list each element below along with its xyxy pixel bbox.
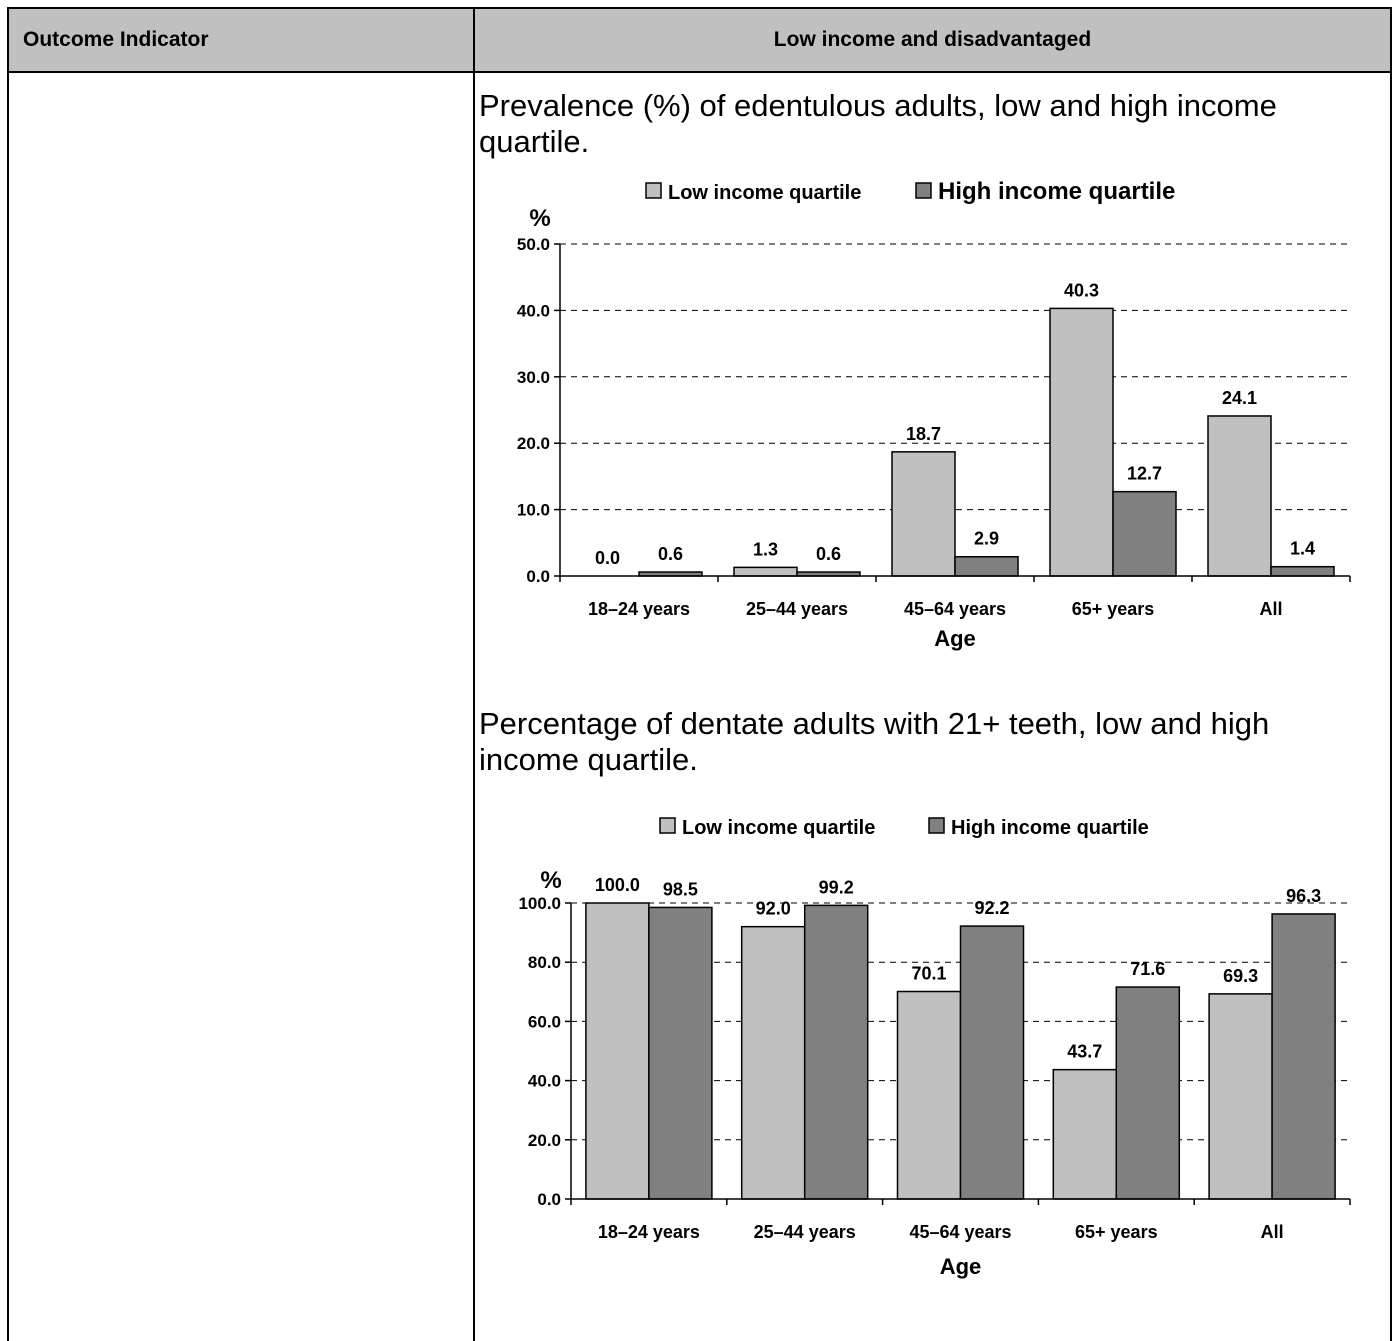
header-outcome-indicator: Outcome Indicator (23, 28, 209, 51)
bar-value-label: 24.1 (1222, 388, 1257, 408)
bar-low-income (733, 566, 798, 577)
legend-swatch-high-income (928, 817, 945, 834)
column-divider (473, 9, 475, 1341)
x-tick-label: 65+ years (1075, 1222, 1158, 1242)
bar-value-label: 92.0 (756, 899, 791, 919)
bar-value-label: 0.0 (595, 548, 620, 568)
bar-high-income (803, 904, 869, 1200)
bar-high-income (1112, 490, 1177, 577)
legend-label: Low income quartile (668, 182, 861, 204)
bar-high-income (954, 555, 1019, 577)
bar-high-income (648, 906, 713, 1200)
bar-value-label: 96.3 (1286, 886, 1321, 906)
y-tick-label: 0.0 (537, 1190, 561, 1209)
x-tick-label: 18–24 years (598, 1222, 700, 1242)
bar-high-income (1115, 986, 1181, 1200)
legend-swatch-low-income (659, 817, 676, 834)
bar-value-label: 0.6 (816, 544, 841, 564)
bar-high-income (1270, 565, 1335, 577)
x-tick-label: All (1259, 599, 1282, 619)
y-tick-label: 0.0 (526, 567, 550, 586)
x-axis-label: Age (940, 1254, 982, 1279)
bar-value-label: 71.6 (1130, 959, 1165, 979)
bar-low-income (891, 451, 956, 577)
outcome-table: Outcome Indicator Low income and disadva… (7, 7, 1392, 1341)
bar-low-income (1049, 307, 1114, 577)
y-tick-label: 100.0 (518, 894, 561, 913)
y-tick-label: 20.0 (517, 434, 550, 453)
bar-low-income (585, 902, 650, 1200)
bar-value-label: 43.7 (1067, 1042, 1102, 1062)
x-tick-label: 45–64 years (909, 1222, 1011, 1242)
y-tick-label: 40.0 (528, 1072, 561, 1091)
bar-value-label: 1.4 (1290, 539, 1315, 559)
bar-low-income (896, 990, 962, 1200)
bar-value-label: 40.3 (1064, 280, 1099, 300)
x-axis-label: Age (934, 626, 976, 651)
bar-high-income (959, 925, 1025, 1200)
y-tick-label: 50.0 (517, 235, 550, 254)
bar-low-income (1052, 1068, 1118, 1200)
y-tick-label: 40.0 (517, 301, 550, 320)
y-tick-label: 60.0 (528, 1012, 561, 1031)
x-tick-label: All (1261, 1222, 1284, 1242)
legend-swatch-low-income (645, 182, 662, 199)
bar-value-label: 18.7 (906, 424, 941, 444)
bar-value-label: 69.3 (1223, 966, 1258, 986)
y-tick-label: 10.0 (517, 501, 550, 520)
legend-label: High income quartile (938, 178, 1175, 205)
x-tick-label: 18–24 years (588, 599, 690, 619)
edentulous-chart: 0.0 10.0 20.0 30.0 40.0 50.0 0.0 0.6 18–24 years… (517, 178, 1351, 651)
legend-label: High income quartile (951, 817, 1149, 839)
y-axis-label: % (540, 867, 561, 894)
bar-value-label: 92.2 (974, 898, 1009, 918)
bar-value-label: 99.2 (819, 877, 854, 897)
chart1-caption: Prevalence (%) of edentulous adults, low… (479, 88, 1277, 159)
table-header-row: Outcome Indicator Low income and disadva… (9, 9, 1390, 73)
x-tick-label: 65+ years (1072, 599, 1155, 619)
legend-label: Low income quartile (682, 817, 875, 839)
bar-value-label: 0.6 (658, 544, 683, 564)
x-tick-label: 25–44 years (746, 599, 848, 619)
dentate-21-teeth-chart: 0.0 20.0 40.0 60.0 80.0 100.0 100.0 98.5 18–24 y… (518, 817, 1351, 1279)
y-tick-label: 20.0 (528, 1131, 561, 1150)
bar-low-income (740, 925, 806, 1200)
y-tick-label: 30.0 (517, 368, 550, 387)
chart2-caption: Percentage of dentate adults with 21+ te… (479, 706, 1270, 777)
bar-value-label: 100.0 (595, 875, 640, 895)
bar-high-income (1271, 913, 1336, 1200)
x-tick-label: 25–44 years (754, 1222, 856, 1242)
bar-value-label: 1.3 (753, 539, 778, 559)
y-tick-label: 80.0 (528, 953, 561, 972)
bar-low-income (1207, 415, 1272, 577)
bar-low-income (1208, 993, 1273, 1200)
bar-value-label: 98.5 (663, 879, 698, 899)
x-tick-label: 45–64 years (904, 599, 1006, 619)
legend-swatch-high-income (915, 182, 932, 199)
bar-value-label: 12.7 (1127, 464, 1162, 484)
y-axis-label: % (529, 205, 550, 232)
bar-value-label: 70.1 (911, 964, 946, 984)
bar-value-label: 2.9 (974, 529, 999, 549)
header-low-income: Low income and disadvantaged (773, 28, 1092, 51)
